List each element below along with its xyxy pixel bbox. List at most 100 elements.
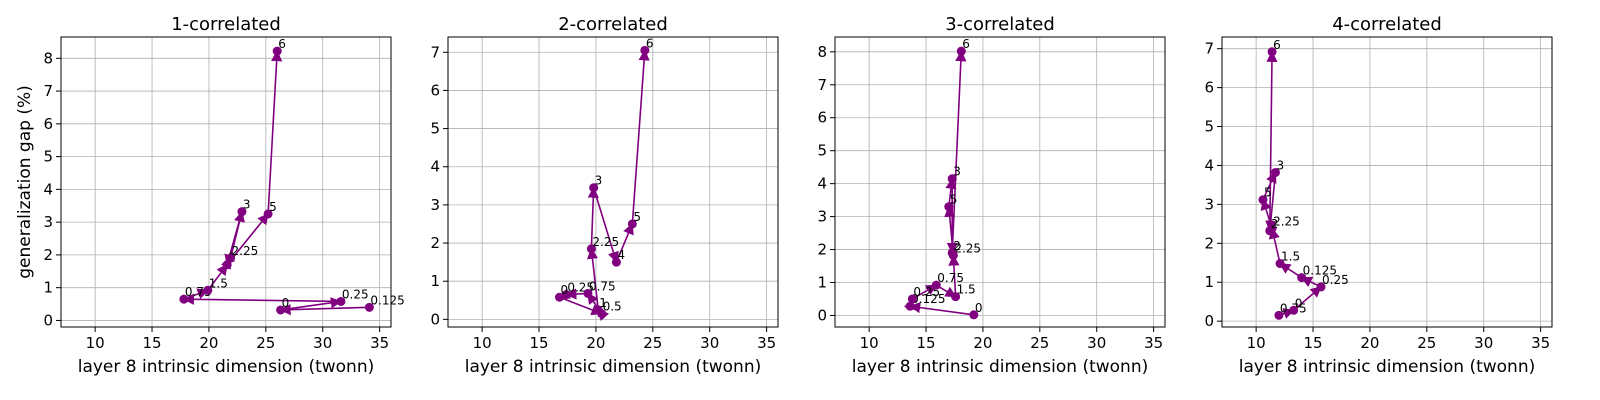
point-label: 0 <box>282 296 290 310</box>
x-tick-label: 15 <box>916 334 935 352</box>
data-point <box>589 183 599 193</box>
trajectory-arrow <box>267 49 283 214</box>
y-tick-label: 6 <box>817 109 827 127</box>
data-point <box>611 257 621 267</box>
y-tick-label: 0 <box>43 311 53 329</box>
point-label: 2.25 <box>954 241 981 255</box>
plot-frame <box>1221 36 1553 328</box>
point-label: 1.5 <box>1281 250 1300 264</box>
x-tick-label: 30 <box>313 334 332 352</box>
point-label: 2.25 <box>232 244 259 258</box>
point-label: 0 <box>975 301 983 315</box>
x-tick-label: 25 <box>1417 334 1436 352</box>
y-tick-label: 6 <box>1204 79 1214 97</box>
y-tick-label: 7 <box>1204 40 1214 58</box>
chart-title: 3-correlated <box>945 14 1055 35</box>
chart-title: 4-correlated <box>1332 14 1442 35</box>
data-point <box>1267 47 1277 57</box>
point-label: 2 <box>1271 217 1279 231</box>
y-tick-label: 1 <box>43 279 53 297</box>
point-label: 2.25 <box>1273 215 1300 229</box>
plot-frame <box>834 36 1166 328</box>
y-tick-label: 7 <box>430 43 440 61</box>
point-label: 3 <box>595 174 603 188</box>
x-tick-label: 15 <box>142 334 161 352</box>
data-point <box>276 305 286 315</box>
y-tick-label: 5 <box>430 120 440 138</box>
y-tick-label: 6 <box>43 115 53 133</box>
x-tick-label: 35 <box>1144 334 1163 352</box>
point-label: 0.25 <box>1322 273 1349 287</box>
y-tick-label: 0 <box>817 306 827 324</box>
x-tick-label: 35 <box>757 334 776 352</box>
y-tick-label: 7 <box>43 82 53 100</box>
y-tick-label: 8 <box>43 49 53 67</box>
x-tick-label: 35 <box>370 334 389 352</box>
y-tick-label: 3 <box>817 208 827 226</box>
point-label: 0.75 <box>589 279 616 293</box>
point-label: 3 <box>953 165 961 179</box>
trajectory-arrow <box>592 187 619 264</box>
x-axis-title: layer 8 intrinsic dimension (twonn) <box>852 357 1149 377</box>
x-tick-label: 25 <box>1030 334 1049 352</box>
data-point <box>951 292 961 302</box>
x-tick-label: 20 <box>586 334 605 352</box>
point-label: 6 <box>646 36 654 50</box>
point-label: 3 <box>1276 158 1284 172</box>
point-label: 0 <box>561 283 569 297</box>
x-tick-label: 15 <box>1303 334 1322 352</box>
trajectory-arrow <box>587 186 599 249</box>
data-point <box>226 253 236 263</box>
data-point <box>944 202 954 212</box>
data-point <box>907 294 917 304</box>
x-tick-label: 15 <box>529 334 548 352</box>
x-tick-label: 10 <box>860 334 879 352</box>
y-tick-label: 5 <box>817 142 827 160</box>
trajectory-arrow <box>586 247 600 310</box>
point-label: 0.75 <box>937 271 964 285</box>
y-tick-label: 3 <box>43 213 53 231</box>
point-label: 5 <box>269 200 277 214</box>
data-point <box>969 310 979 320</box>
x-tick-label: 20 <box>973 334 992 352</box>
y-tick-label: 1 <box>430 272 440 290</box>
point-label: 5 <box>633 210 641 224</box>
y-tick-label: 4 <box>1204 156 1214 174</box>
x-tick-label: 25 <box>643 334 662 352</box>
point-label: 1.5 <box>957 283 976 297</box>
point-label: 0.125 <box>370 293 404 307</box>
x-tick-label: 30 <box>1087 334 1106 352</box>
x-tick-label: 30 <box>1474 334 1493 352</box>
data-point <box>336 296 346 306</box>
y-tick-label: 1 <box>817 274 827 292</box>
x-tick-label: 30 <box>700 334 719 352</box>
data-point <box>1275 259 1285 269</box>
point-label: 6 <box>962 37 970 51</box>
x-tick-label: 10 <box>473 334 492 352</box>
point-label: 3 <box>243 198 251 212</box>
data-point <box>583 288 593 298</box>
y-tick-label: 5 <box>43 148 53 166</box>
x-axis-title: layer 8 intrinsic dimension (twonn) <box>465 357 762 377</box>
y-axis-title: generalization gap (%) <box>15 85 35 278</box>
data-point <box>931 280 941 290</box>
data-point <box>640 45 650 55</box>
trajectory-arrow <box>1265 172 1277 232</box>
y-tick-label: 3 <box>1204 195 1214 213</box>
data-point <box>364 302 374 312</box>
data-point <box>593 305 603 315</box>
x-tick-label: 20 <box>1360 334 1379 352</box>
chart-title: 1-correlated <box>171 14 281 35</box>
data-point <box>905 301 915 311</box>
data-point <box>1289 305 1299 315</box>
data-point <box>956 46 966 56</box>
point-label: 6 <box>1273 38 1281 52</box>
y-tick-label: 4 <box>817 175 827 193</box>
trajectory-arrow <box>911 284 938 300</box>
y-tick-label: 2 <box>430 234 440 252</box>
point-label: 0.5 <box>603 300 622 314</box>
y-tick-label: 2 <box>1204 234 1214 252</box>
